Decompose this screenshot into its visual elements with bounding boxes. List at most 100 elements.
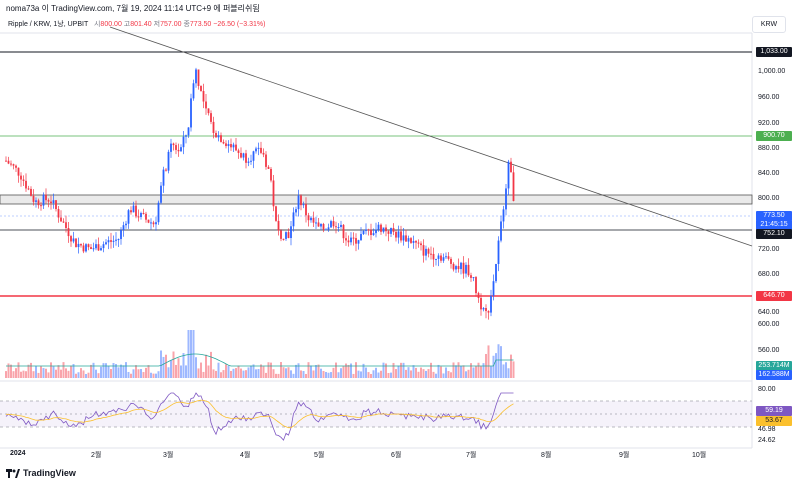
tradingview-logo[interactable]: TradingView <box>6 468 76 478</box>
candle-body <box>125 223 127 226</box>
candle-body <box>162 169 165 186</box>
volume-bar <box>455 365 457 378</box>
volume-bar <box>410 370 412 378</box>
volume-bar <box>507 368 510 378</box>
candle-body <box>277 220 280 231</box>
candle-body <box>375 229 377 234</box>
candle-body <box>487 311 490 313</box>
volume-bar <box>495 353 497 378</box>
volume-bar <box>370 373 372 378</box>
volume-bar <box>337 372 340 378</box>
candle-body <box>190 98 192 128</box>
candle-body <box>440 255 442 261</box>
candle-body <box>502 209 505 222</box>
candle-body <box>477 293 480 298</box>
volume-bar <box>387 373 390 378</box>
candle-body <box>380 224 382 232</box>
volume-bar <box>435 373 437 378</box>
candle-body <box>22 179 25 181</box>
candle-body <box>367 229 370 231</box>
volume-bar <box>350 363 352 378</box>
candle-body <box>317 222 320 227</box>
volume-bar <box>127 371 130 378</box>
candle-body <box>10 163 12 165</box>
candle-body <box>207 108 210 114</box>
volume-bar <box>420 367 422 378</box>
candle-body <box>95 244 97 249</box>
rsi-ma-tag: 53.67 <box>756 416 792 426</box>
candle-body <box>422 245 425 256</box>
candle-body <box>357 240 360 244</box>
candle-body <box>462 262 465 274</box>
volume-bar <box>432 371 435 378</box>
low-label: 저 <box>153 21 161 28</box>
volume-bar <box>282 367 285 378</box>
candle-body <box>85 244 87 252</box>
candle-body <box>447 256 450 259</box>
time-label: 2024 <box>10 450 26 457</box>
volume-bar <box>97 373 100 378</box>
candle-body <box>55 200 57 210</box>
candle-body <box>192 83 195 99</box>
candle-body <box>377 224 380 230</box>
candle-body <box>445 256 447 258</box>
volume-bar <box>175 364 177 378</box>
volume-bar <box>177 358 180 378</box>
candle-body <box>222 141 225 144</box>
candle-body <box>282 238 285 240</box>
time-label: 5월 <box>314 452 325 459</box>
volume-bar <box>457 362 460 378</box>
candle-body <box>50 201 52 204</box>
volume-bar <box>145 367 147 378</box>
candle-body <box>177 149 180 152</box>
candle-body <box>310 217 312 221</box>
volume-bar <box>17 362 20 378</box>
volume-bar <box>37 372 40 378</box>
candle-body <box>167 151 170 171</box>
candle-body <box>5 160 7 162</box>
volume-bar <box>15 368 17 378</box>
volume-bar <box>195 357 197 378</box>
volume-bar <box>327 372 330 378</box>
currency-button[interactable]: KRW <box>752 16 786 33</box>
volume-bar <box>182 353 185 378</box>
volume-bar <box>120 364 122 378</box>
candle-body <box>340 224 342 227</box>
volume-bar <box>297 363 300 378</box>
volume-bar <box>70 365 72 378</box>
high-line-tag: 1,033.00 <box>756 47 792 57</box>
volume-bar <box>140 368 142 378</box>
candle-body <box>130 210 132 213</box>
volume-bar <box>477 362 480 378</box>
candle-body <box>217 135 220 138</box>
candle-body <box>507 161 510 189</box>
candle-body <box>215 132 217 138</box>
volume-bar <box>167 367 170 378</box>
volume-bar <box>160 350 162 378</box>
candle-body <box>150 222 152 224</box>
candle-body <box>395 231 397 238</box>
candle-body <box>32 195 35 202</box>
candle-body <box>460 262 462 270</box>
volume-bar <box>135 365 137 378</box>
time-label: 9월 <box>619 452 630 459</box>
candle-body <box>472 277 475 279</box>
open-value: 800.00 <box>100 21 122 28</box>
volume-bar <box>202 371 205 378</box>
volume-bar <box>505 362 507 378</box>
candle-body <box>347 240 350 243</box>
volume-bar <box>45 368 47 378</box>
volume-bar <box>462 365 465 378</box>
volume-bar <box>25 371 27 378</box>
volume-bar <box>110 369 112 378</box>
candle-body <box>87 244 90 248</box>
candle-body <box>235 144 237 151</box>
volume-bar <box>30 362 32 378</box>
candle-body <box>485 307 487 312</box>
volume-bar <box>260 364 262 378</box>
volume-bar <box>450 372 452 378</box>
volume-bar <box>232 368 235 378</box>
time-label: 10월 <box>692 452 707 459</box>
volume-bar <box>325 371 327 378</box>
